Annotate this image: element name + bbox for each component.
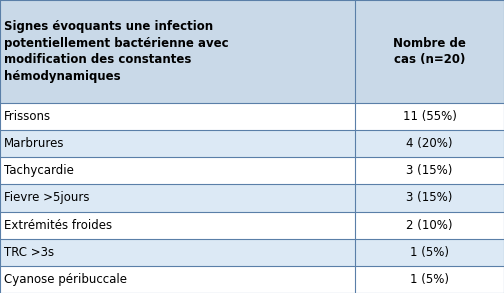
Text: Signes évoquants une infection
potentiellement bactérienne avec
modification des: Signes évoquants une infection potentiel… [4,20,229,83]
Text: 11 (55%): 11 (55%) [403,110,457,123]
Text: Fievre >5jours: Fievre >5jours [4,192,90,205]
Text: 3 (15%): 3 (15%) [406,164,453,177]
Bar [0,130,504,157]
Text: 3 (15%): 3 (15%) [406,192,453,205]
Text: 1 (5%): 1 (5%) [410,273,449,286]
Text: TRC >3s: TRC >3s [4,246,54,259]
Bar [0,0,504,103]
Bar [0,103,504,130]
Text: Nombre de
cas (n=20): Nombre de cas (n=20) [393,37,466,66]
Text: Tachycardie: Tachycardie [4,164,74,177]
Text: 4 (20%): 4 (20%) [406,137,453,150]
Bar [0,184,504,212]
Text: Frissons: Frissons [4,110,51,123]
Text: Extrémités froides: Extrémités froides [4,219,112,232]
Bar [0,157,504,184]
Bar [0,266,504,293]
Bar [0,239,504,266]
Text: 2 (10%): 2 (10%) [406,219,453,232]
Bar [0,212,504,239]
Text: 1 (5%): 1 (5%) [410,246,449,259]
Text: Cyanose péribuccale: Cyanose péribuccale [4,273,127,286]
Text: Marbrures: Marbrures [4,137,65,150]
